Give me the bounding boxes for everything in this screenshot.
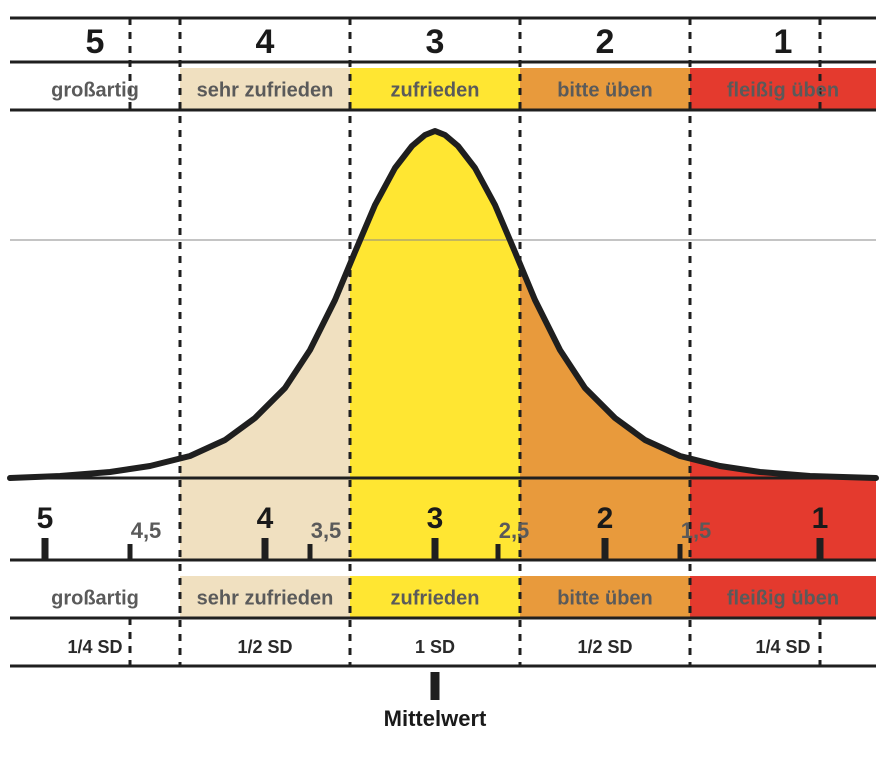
top-number-1: 1 — [774, 23, 793, 61]
top-number-4: 4 — [256, 23, 275, 61]
scale-number-5: 5 — [37, 502, 54, 535]
scale-number-1: 1 — [812, 502, 829, 535]
sd-label-0: 1/4 SD — [67, 637, 122, 657]
sd-label-1: 1/2 SD — [237, 637, 292, 657]
bottom-label-4: fleißig üben — [727, 587, 839, 609]
grading-distribution-chart: 5 4 3 2 1 großartig sehr zufrieden zufrieden bit… — [0, 0, 889, 762]
sd-label-2: 1 SD — [415, 637, 455, 657]
sd-label-4: 1/4 SD — [755, 637, 810, 657]
header-label-1: sehr zufrieden — [197, 79, 334, 101]
top-number-2: 2 — [596, 23, 615, 61]
scale-band-4 — [690, 478, 876, 560]
scale-minor-1,5: 1,5 — [681, 518, 712, 543]
bottom-label-0: großartig — [51, 587, 139, 609]
header-label-3: bitte üben — [557, 79, 653, 101]
scale-minor-4,5: 4,5 — [131, 518, 162, 543]
bottom-label-2: zufrieden — [391, 587, 480, 609]
mittelwert-label: Mittelwert — [384, 706, 487, 731]
scale-minor-3,5: 3,5 — [311, 518, 342, 543]
scale-number-3: 3 — [427, 502, 444, 535]
bottom-label-1: sehr zufrieden — [197, 587, 334, 609]
header-label-0: großartig — [51, 79, 139, 101]
curve-fill-band-2 — [10, 131, 876, 478]
bottom-label-3: bitte üben — [557, 587, 653, 609]
header-label-4: fleißig üben — [727, 79, 839, 101]
header-label-2: zufrieden — [391, 79, 480, 101]
top-number-5: 5 — [86, 23, 105, 61]
scale-number-4: 4 — [257, 502, 274, 535]
scale-number-2: 2 — [597, 502, 614, 535]
sd-label-3: 1/2 SD — [577, 637, 632, 657]
top-number-3: 3 — [426, 23, 445, 61]
scale-minor-2,5: 2,5 — [499, 518, 530, 543]
